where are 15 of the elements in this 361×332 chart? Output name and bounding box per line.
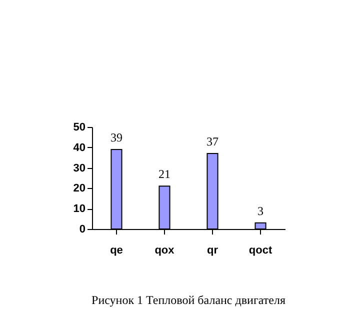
- y-tick-label: 20: [73, 182, 86, 195]
- x-tick-label: qox: [154, 244, 176, 256]
- y-tick-label: 10: [73, 203, 86, 216]
- text: Рисунок 1 Тепловой баланс двигателя: [92, 293, 286, 307]
- data-label: 37: [206, 134, 219, 149]
- data-label: 39: [110, 130, 122, 144]
- x-tick-label: qe: [110, 244, 123, 256]
- y-tick-label: 30: [73, 162, 86, 174]
- data-label: 21: [158, 167, 170, 182]
- x-tick-label: qr: [207, 244, 219, 256]
- y-tick-label: 50: [73, 122, 86, 134]
- x-tick-label: qoct: [248, 244, 272, 256]
- y-tick-label: 0: [79, 224, 86, 236]
- y-tick-label: 40: [73, 142, 86, 154]
- data-label: 3: [258, 204, 264, 218]
